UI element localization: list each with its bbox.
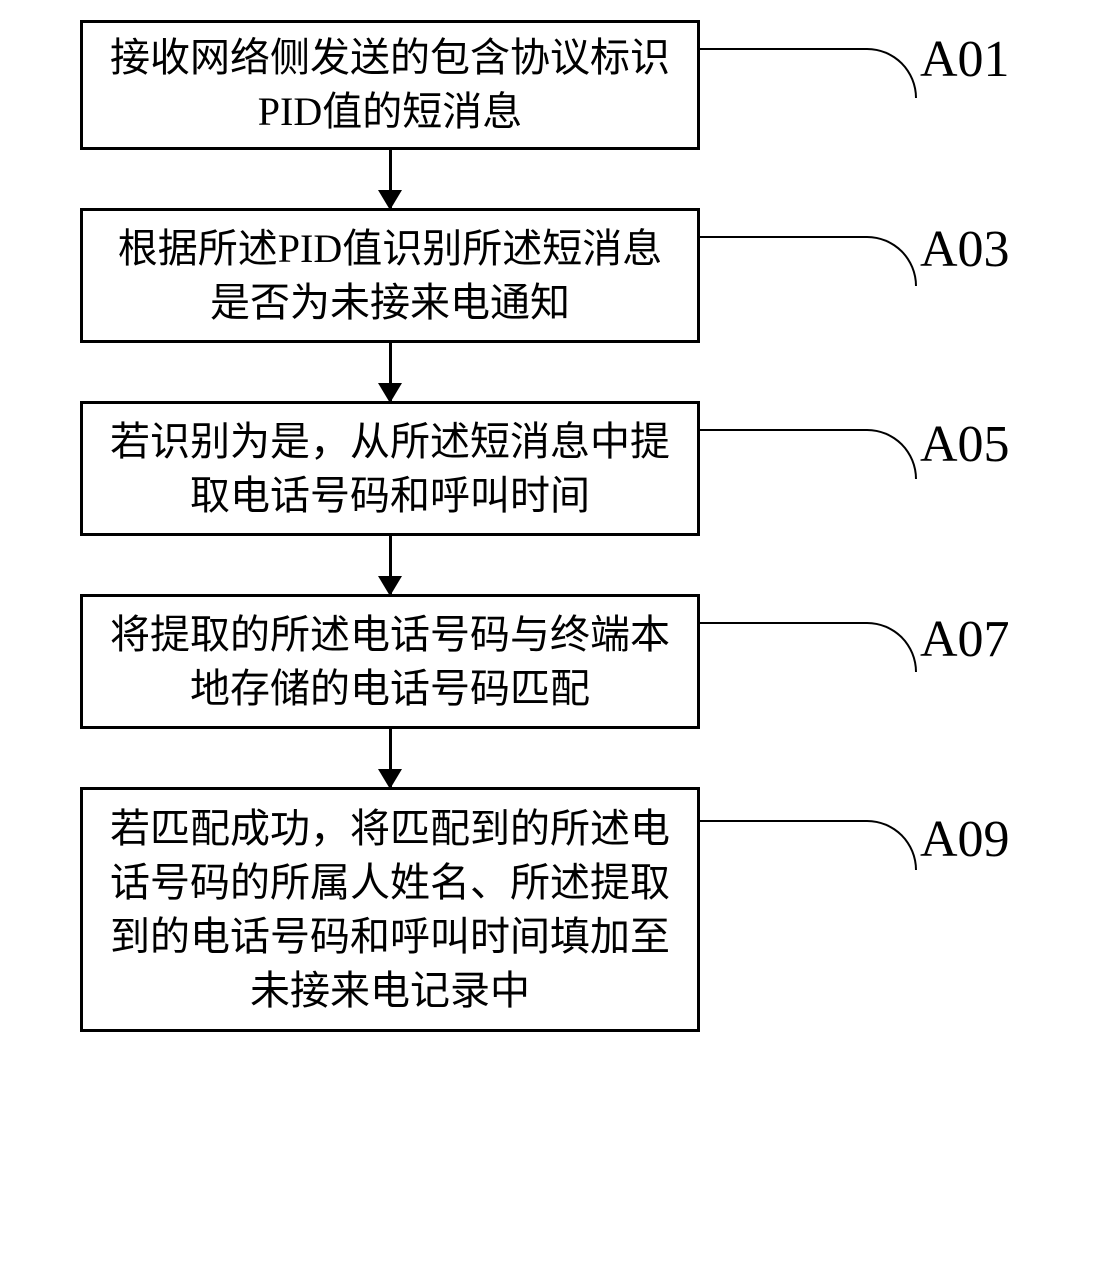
step-text: 接收网络侧发送的包含协议标识PID值的短消息: [103, 31, 677, 139]
connector-line: [697, 820, 917, 870]
step-label-a01: A01: [920, 30, 1010, 89]
arrow-down: [389, 729, 392, 787]
step-box-a03: 根据所述PID值识别所述短消息是否为未接来电通知: [80, 208, 700, 343]
connector-line: [697, 48, 917, 98]
arrow-down: [389, 343, 392, 401]
step-text: 若匹配成功，将匹配到的所述电话号码的所属人姓名、所述提取到的电话号码和呼叫时间填…: [103, 802, 677, 1018]
step-box-a07: 将提取的所述电话号码与终端本地存储的电话号码匹配: [80, 594, 700, 729]
step-text: 将提取的所述电话号码与终端本地存储的电话号码匹配: [103, 608, 677, 716]
step-box-a01: 接收网络侧发送的包含协议标识PID值的短消息: [80, 20, 700, 150]
step-box-a05: 若识别为是，从所述短消息中提取电话号码和呼叫时间: [80, 401, 700, 536]
connector-line: [697, 622, 917, 672]
step-text: 根据所述PID值识别所述短消息是否为未接来电通知: [103, 222, 677, 330]
arrow-down: [389, 536, 392, 594]
arrow-down: [389, 150, 392, 208]
flowchart-container: 接收网络侧发送的包含协议标识PID值的短消息 A01 根据所述PID值识别所述短…: [80, 20, 1040, 1032]
step-box-a09: 若匹配成功，将匹配到的所述电话号码的所属人姓名、所述提取到的电话号码和呼叫时间填…: [80, 787, 700, 1032]
step-label-a03: A03: [920, 220, 1010, 279]
step-label-a09: A09: [920, 810, 1010, 869]
step-label-a05: A05: [920, 415, 1010, 474]
step-text: 若识别为是，从所述短消息中提取电话号码和呼叫时间: [103, 415, 677, 523]
connector-line: [697, 429, 917, 479]
connector-line: [697, 236, 917, 286]
arrow-container: [80, 536, 700, 594]
arrow-container: [80, 729, 700, 787]
step-label-a07: A07: [920, 610, 1010, 669]
arrow-container: [80, 343, 700, 401]
arrow-container: [80, 150, 700, 208]
